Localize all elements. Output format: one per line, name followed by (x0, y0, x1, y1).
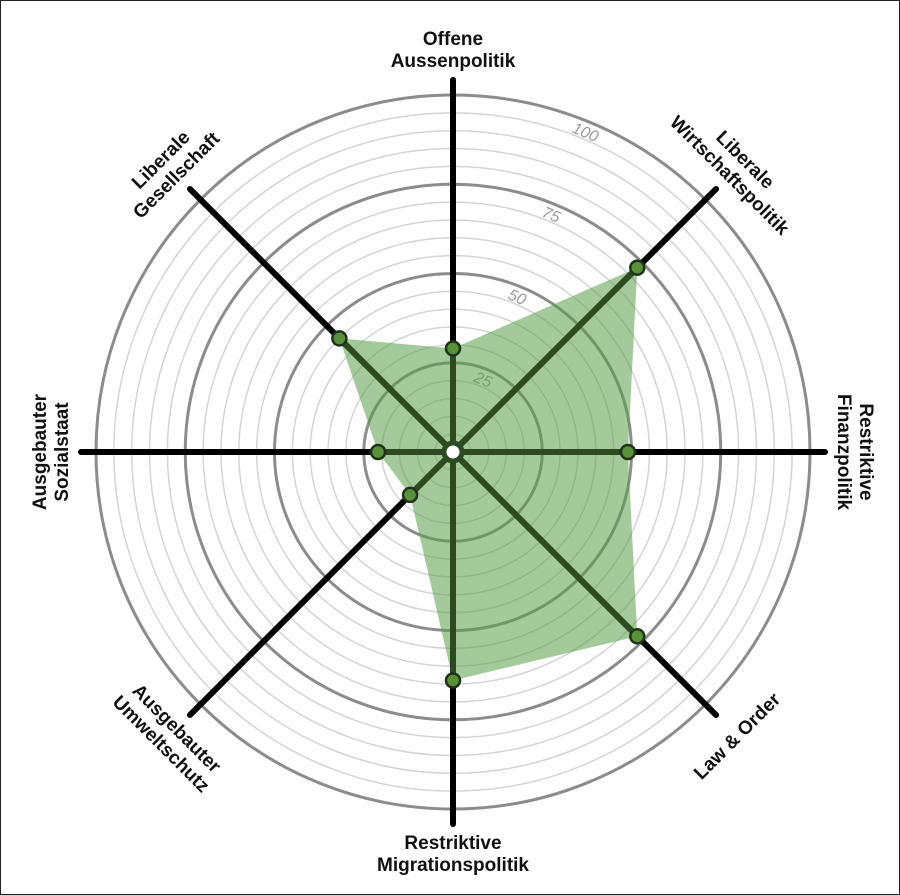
category-label: Restriktive Migrationspolitik (377, 833, 529, 876)
r-tick-label: 50 (505, 287, 528, 310)
category-line: Restriktive (404, 833, 501, 854)
category-label: AusgebauterSozialstaat (30, 393, 73, 510)
r-tick-label: 75 (539, 204, 562, 227)
value-spoke (450, 264, 641, 455)
category-line: Offene (423, 29, 483, 50)
point (619, 443, 637, 461)
point (629, 628, 646, 645)
category-line: Migrationspolitik (377, 855, 529, 876)
area (339, 267, 638, 681)
value-spoke (450, 449, 641, 640)
category-line: Finanzpolitik (833, 394, 854, 511)
category-label: RestriktiveFinanzpolitik (833, 394, 876, 511)
category-line: Restriktive (855, 403, 876, 500)
center (441, 440, 465, 464)
category-line: Aussenpolitik (391, 51, 516, 72)
category-label: Offene Aussenpolitik (391, 29, 516, 72)
point (401, 486, 419, 504)
point (331, 330, 348, 347)
point (444, 672, 462, 689)
point (369, 443, 387, 461)
point (444, 340, 462, 357)
point (629, 259, 646, 276)
value-spoke (336, 335, 456, 455)
category-line: Ausgebauter (30, 393, 51, 510)
category-line: Sozialstaat (52, 402, 73, 502)
